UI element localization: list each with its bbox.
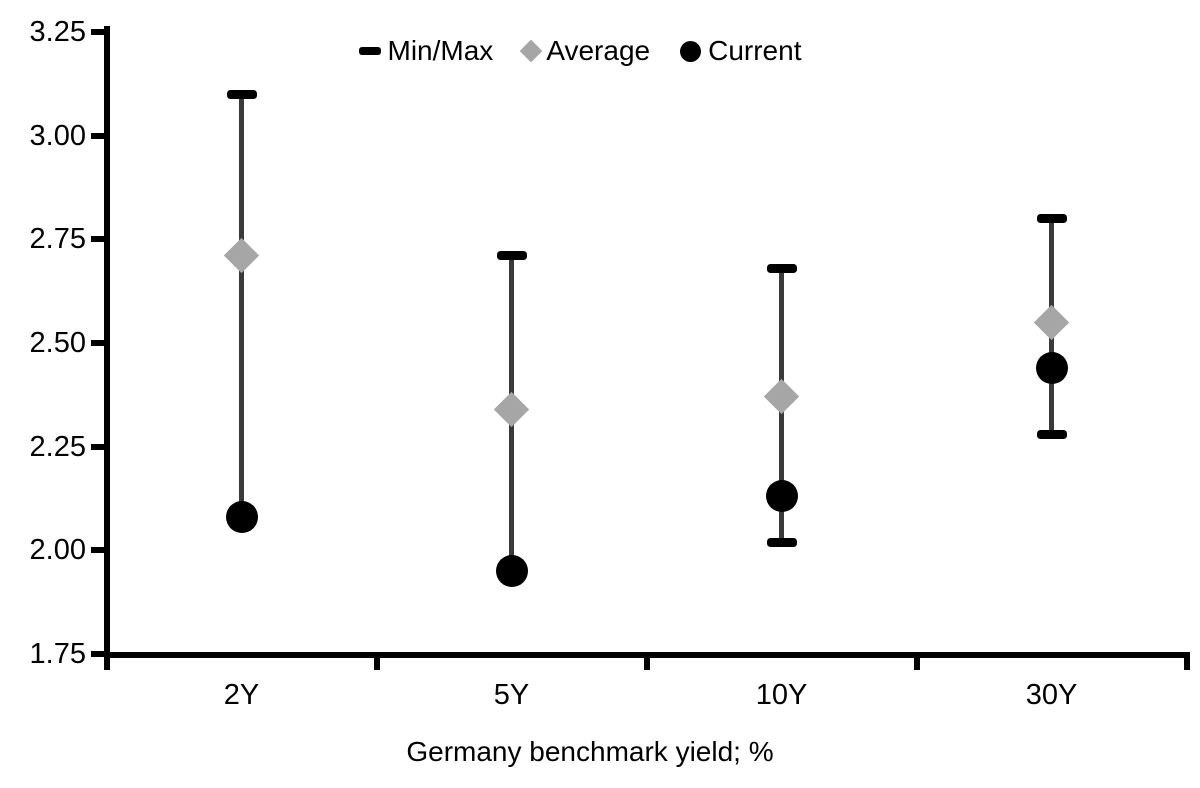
legend-item: Current <box>680 34 801 68</box>
current-circle-marker <box>765 480 798 513</box>
y-tick <box>91 443 109 450</box>
min-cap-marker <box>766 537 797 547</box>
x-category-label: 30Y <box>1025 679 1078 711</box>
legend-label: Min/Max <box>387 35 494 66</box>
y-tick-label: 2.00 <box>29 534 86 567</box>
max-cap-marker <box>496 251 527 261</box>
x-category-label: 10Y <box>755 679 808 711</box>
chart-legend: Min/Max Average Current <box>0 34 1160 68</box>
y-tick-label: 1.75 <box>29 638 86 670</box>
legend-item: Min/Max <box>358 34 494 68</box>
current-circle-marker <box>495 555 528 588</box>
legend-item: Average <box>519 34 651 68</box>
legend-circle-icon <box>680 40 702 62</box>
current-circle-marker <box>1035 351 1068 384</box>
x-tick <box>643 652 650 670</box>
average-diamond-marker <box>223 238 260 274</box>
legend-diamond-icon <box>519 39 543 63</box>
x-category-label: 5Y <box>493 679 530 711</box>
y-tick-label: 2.50 <box>29 327 86 359</box>
average-diamond-marker <box>763 379 800 415</box>
max-cap-marker <box>766 263 797 273</box>
average-diamond-marker <box>1033 304 1070 340</box>
average-diamond-marker <box>493 391 530 428</box>
max-cap-marker <box>226 89 257 99</box>
minmax-range-line <box>239 94 244 518</box>
min-cap-marker <box>1036 429 1067 439</box>
y-tick <box>91 340 109 346</box>
x-tick <box>373 652 380 670</box>
y-tick <box>91 132 109 139</box>
y-tick <box>91 651 109 657</box>
x-tick <box>913 652 920 670</box>
x-axis-title: Germany benchmark yield; % <box>406 736 774 767</box>
y-tick <box>91 547 109 554</box>
legend-label: Current <box>708 35 802 66</box>
x-tick <box>1183 652 1190 670</box>
y-tick <box>91 236 109 243</box>
current-circle-marker <box>225 501 258 534</box>
legend-label: Average <box>546 35 651 66</box>
x-tick <box>103 652 110 670</box>
y-tick-label: 3.25 <box>29 16 86 48</box>
x-category-label: 2Y <box>223 679 260 711</box>
y-tick <box>91 29 109 35</box>
max-cap-marker <box>1036 214 1067 224</box>
legend-dash-icon <box>358 47 381 55</box>
y-tick-label: 3.00 <box>29 119 86 152</box>
y-tick-label: 2.75 <box>29 223 86 256</box>
y-tick-label: 2.25 <box>29 430 86 463</box>
